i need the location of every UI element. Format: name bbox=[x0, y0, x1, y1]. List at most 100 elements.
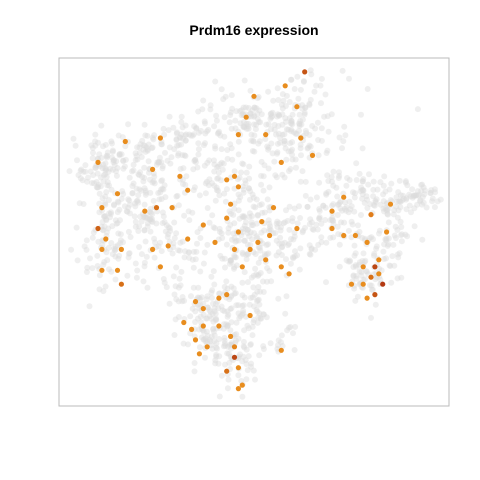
background-cell-point bbox=[253, 271, 260, 278]
background-cell-point bbox=[89, 145, 96, 151]
expressing-cell-point bbox=[341, 194, 347, 200]
background-cell-point bbox=[403, 195, 410, 202]
background-cell-point bbox=[296, 203, 302, 210]
background-cell-point bbox=[289, 151, 296, 158]
background-cell-point bbox=[380, 191, 387, 198]
background-cell-point bbox=[202, 190, 209, 197]
background-cell-point bbox=[385, 235, 392, 242]
background-cell-point bbox=[310, 226, 317, 233]
background-cell-point bbox=[273, 174, 280, 181]
background-cell-point bbox=[186, 254, 193, 261]
background-cell-point bbox=[86, 303, 93, 310]
background-cell-point bbox=[213, 112, 220, 119]
background-cell-point bbox=[116, 252, 123, 259]
background-cell-point bbox=[204, 304, 211, 311]
background-cell-point bbox=[279, 244, 285, 251]
background-cell-point bbox=[206, 157, 213, 164]
background-cell-point bbox=[360, 276, 367, 283]
background-cell-point bbox=[372, 199, 379, 206]
background-cell-point bbox=[228, 319, 235, 326]
background-cell-point bbox=[114, 198, 121, 205]
background-cell-point bbox=[367, 201, 374, 208]
background-cell-point bbox=[264, 143, 271, 150]
background-cell-point bbox=[224, 155, 231, 162]
background-cell-point bbox=[160, 186, 167, 193]
background-cell-point bbox=[241, 124, 248, 131]
background-cell-point bbox=[345, 227, 352, 234]
background-cell-point bbox=[384, 211, 391, 218]
background-cell-point bbox=[237, 120, 244, 127]
background-cell-point bbox=[427, 189, 434, 196]
expressing-cell-point bbox=[278, 159, 284, 165]
background-cell-point bbox=[290, 236, 297, 243]
background-cell-point bbox=[230, 211, 237, 218]
background-cell-point bbox=[286, 168, 292, 174]
background-cell-point bbox=[181, 254, 188, 261]
background-cell-point bbox=[135, 192, 142, 199]
background-cell-point bbox=[279, 111, 286, 118]
background-cell-point bbox=[180, 340, 187, 347]
background-cell-point bbox=[144, 146, 151, 153]
background-cell-point bbox=[291, 86, 298, 92]
background-cell-point bbox=[137, 213, 144, 220]
background-cell-point bbox=[260, 346, 267, 352]
background-cell-point bbox=[296, 120, 303, 127]
background-cell-point bbox=[266, 184, 273, 191]
background-cell-point bbox=[411, 205, 418, 212]
background-cell-point bbox=[336, 169, 342, 176]
background-cell-point bbox=[182, 137, 189, 144]
background-cell-point bbox=[346, 258, 353, 265]
background-cell-point bbox=[329, 217, 336, 224]
background-cell-point bbox=[294, 220, 301, 227]
background-cell-point bbox=[153, 161, 160, 168]
background-cell-point bbox=[411, 223, 418, 230]
background-cell-point bbox=[166, 238, 173, 245]
background-cell-point bbox=[414, 106, 421, 113]
background-cell-point bbox=[360, 187, 367, 194]
background-cell-point bbox=[207, 338, 214, 345]
background-cell-point bbox=[398, 231, 405, 238]
background-cell-point bbox=[363, 268, 369, 275]
background-cell-point bbox=[261, 162, 268, 169]
background-cell-point bbox=[348, 218, 355, 225]
background-cell-point bbox=[241, 77, 248, 84]
expressing-cell-point bbox=[99, 246, 105, 252]
background-cell-point bbox=[116, 152, 123, 159]
background-cell-point bbox=[196, 344, 203, 351]
background-cell-point bbox=[212, 143, 218, 150]
background-cell-point bbox=[292, 248, 298, 255]
background-cell-point bbox=[240, 123, 247, 130]
background-cell-point bbox=[320, 202, 327, 209]
background-cell-point bbox=[352, 263, 359, 270]
background-cell-point bbox=[153, 220, 160, 227]
background-cell-point bbox=[100, 178, 107, 185]
background-cell-point bbox=[268, 110, 275, 117]
background-cell-point bbox=[308, 245, 315, 252]
background-cell-point bbox=[261, 227, 268, 234]
background-cell-point bbox=[286, 99, 293, 105]
background-cell-point bbox=[170, 240, 177, 247]
background-cell-point bbox=[384, 242, 391, 249]
background-cell-point bbox=[372, 301, 379, 308]
background-cell-point bbox=[258, 111, 265, 118]
background-cell-point bbox=[307, 96, 314, 103]
background-cell-point bbox=[351, 242, 358, 249]
background-cell-point bbox=[98, 155, 105, 161]
background-cell-point bbox=[180, 165, 187, 172]
background-cell-point bbox=[302, 104, 309, 111]
background-cell-point bbox=[95, 139, 101, 146]
background-cell-point bbox=[130, 161, 137, 168]
background-cell-point bbox=[250, 138, 257, 145]
background-cell-point bbox=[181, 152, 188, 159]
background-cell-point bbox=[78, 166, 85, 173]
background-cell-point bbox=[247, 242, 254, 248]
background-cell-point bbox=[198, 128, 204, 134]
background-cell-point bbox=[265, 88, 272, 95]
background-cell-point bbox=[241, 213, 247, 220]
background-cell-point bbox=[391, 232, 398, 239]
background-cell-point bbox=[437, 196, 444, 203]
background-cell-point bbox=[211, 157, 217, 164]
background-cell-point bbox=[395, 189, 402, 196]
background-cell-point bbox=[282, 118, 289, 125]
background-cell-point bbox=[90, 149, 96, 156]
